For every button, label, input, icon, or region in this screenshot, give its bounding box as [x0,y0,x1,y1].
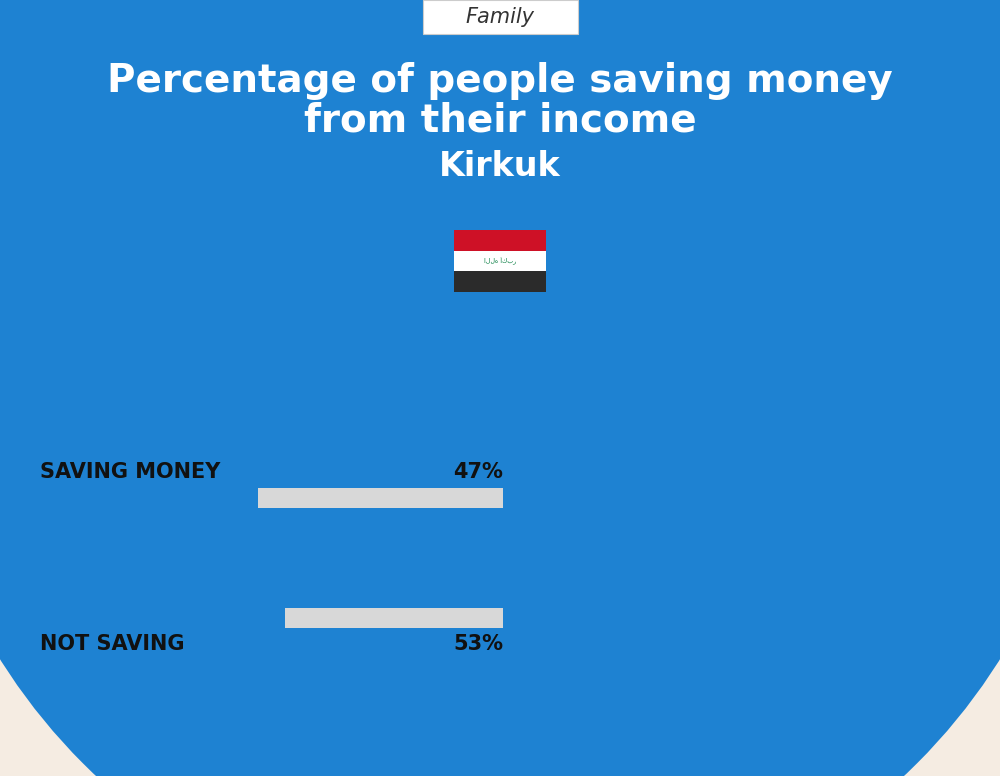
Bar [454,272,546,292]
Text: الله أكبر: الله أكبر [484,258,516,265]
Text: from their income: from their income [304,102,696,140]
FancyBboxPatch shape [422,0,578,34]
Text: 53%: 53% [453,634,503,654]
Text: SAVING MONEY: SAVING MONEY [40,462,220,482]
Bar [40,488,258,508]
Text: Kirkuk: Kirkuk [439,150,561,182]
Text: Percentage of people saving money: Percentage of people saving money [107,62,893,100]
Bar [40,608,503,628]
Bar [0,0,1000,356]
Bar [40,608,285,628]
Text: 47%: 47% [453,462,503,482]
Bar [40,488,503,508]
Bar [454,230,546,251]
Bar [454,251,546,272]
Text: NOT SAVING: NOT SAVING [40,634,184,654]
Text: Family: Family [466,7,534,27]
